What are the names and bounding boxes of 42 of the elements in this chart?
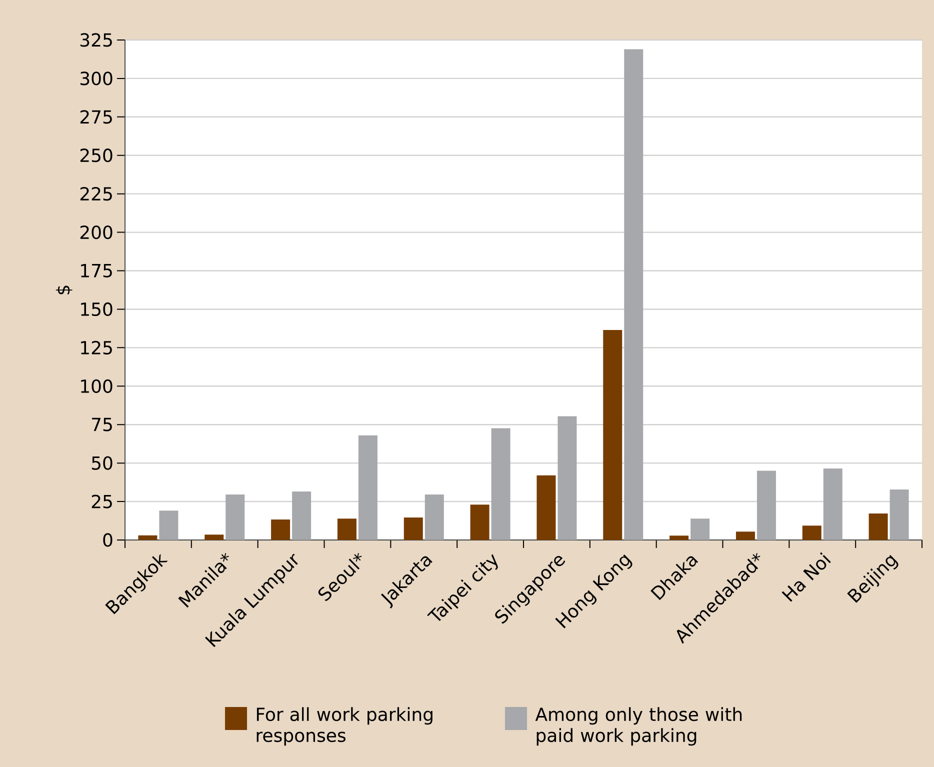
y-axis-title: $ (56, 286, 72, 294)
bar (159, 510, 178, 540)
y-tick-label: 325 (80, 33, 112, 47)
bar (424, 494, 444, 540)
bar (670, 536, 689, 540)
bar (337, 518, 356, 540)
bar (226, 494, 245, 540)
bar (536, 475, 556, 540)
bar (802, 526, 822, 540)
bar (292, 492, 312, 540)
y-tick-label: 50 (92, 456, 112, 470)
y-tick-label: 0 (103, 533, 112, 547)
bar (890, 490, 909, 540)
bar (756, 470, 776, 540)
bar (204, 534, 224, 540)
x-tick-label: Ha Noi (782, 552, 831, 602)
bar (138, 535, 158, 540)
bar (491, 428, 510, 540)
y-tick-label: 275 (80, 110, 112, 124)
bar (358, 435, 378, 540)
bar (404, 518, 423, 540)
bar (736, 532, 755, 540)
y-tick-label: 200 (80, 225, 112, 240)
y-tick-label: 100 (81, 379, 112, 393)
y-tick-label: 175 (81, 264, 112, 278)
y-tick-label: 125 (81, 340, 112, 354)
bar (624, 49, 644, 540)
y-tick-label: 225 (80, 187, 112, 201)
bar (868, 514, 888, 540)
bar (470, 504, 490, 540)
bar (823, 468, 842, 540)
y-tick-label: 75 (92, 418, 112, 432)
y-tick-label: 300 (80, 72, 112, 86)
bar (271, 520, 290, 540)
legend-label: For all work parking responses (256, 707, 432, 746)
bar (603, 330, 622, 540)
bar (558, 416, 577, 540)
y-tick-label: 150 (81, 302, 112, 316)
y-tick-label: 250 (80, 148, 112, 162)
legend-label: Among only those with paid work parking (535, 707, 742, 746)
bar (690, 518, 710, 540)
y-tick-label: 25 (92, 494, 112, 508)
